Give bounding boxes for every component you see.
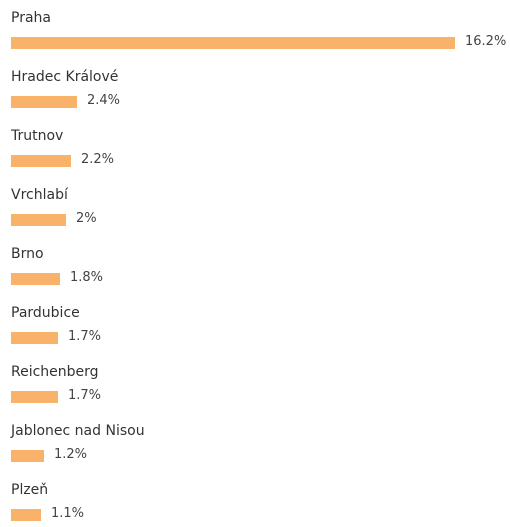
bar-row: Plzeň 1.1% (0, 481, 510, 527)
value-label: 2.4% (87, 93, 121, 108)
category-label: Vrchlabí (11, 187, 68, 203)
bar-row: Trutnov 2.2% (0, 127, 510, 173)
bar-row: Brno 1.8% (0, 245, 510, 291)
bar-row: Praha 16.2% (0, 9, 510, 55)
bar (11, 214, 66, 226)
category-label: Plzeň (11, 482, 49, 498)
bar-row: Reichenberg 1.7% (0, 363, 510, 409)
value-label: 1.7% (68, 329, 102, 344)
value-label: 2% (76, 211, 97, 226)
value-label: 1.1% (51, 506, 85, 521)
bar (11, 450, 44, 462)
value-label: 1.7% (68, 388, 102, 403)
value-label: 16.2% (465, 34, 507, 49)
value-label: 1.2% (54, 447, 88, 462)
category-label: Hradec Králové (11, 69, 119, 85)
bar (11, 391, 58, 403)
bar (11, 273, 60, 285)
category-label: Jablonec nad Nisou (11, 423, 145, 439)
category-label: Trutnov (11, 128, 64, 144)
bar-row: Hradec Králové 2.4% (0, 68, 510, 114)
category-label: Reichenberg (11, 364, 99, 380)
value-label: 1.8% (70, 270, 104, 285)
bar (11, 37, 455, 49)
bar (11, 332, 58, 344)
category-label: Praha (11, 10, 51, 26)
value-label: 2.2% (81, 152, 115, 167)
category-label: Brno (11, 246, 44, 262)
bar-row: Jablonec nad Nisou 1.2% (0, 422, 510, 468)
bar (11, 96, 77, 108)
bar-row: Vrchlabí 2% (0, 186, 510, 232)
category-label: Pardubice (11, 305, 80, 321)
bar (11, 509, 41, 521)
bar-row: Pardubice 1.7% (0, 304, 510, 350)
bar (11, 155, 71, 167)
